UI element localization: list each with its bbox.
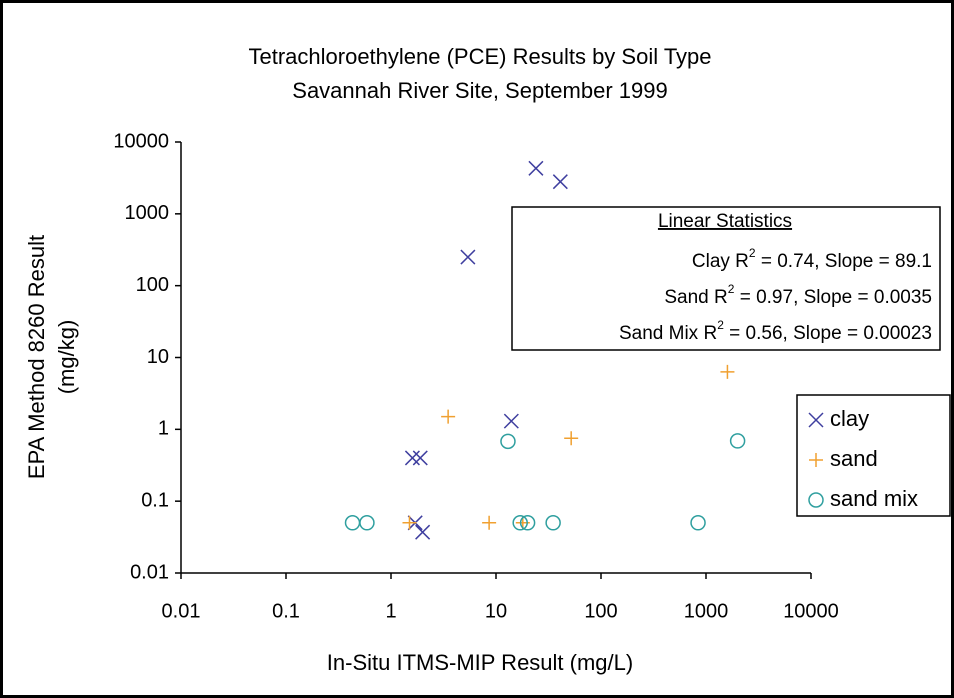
marker-circle xyxy=(729,433,746,449)
legend-label: sand xyxy=(830,446,878,471)
legend-label: clay xyxy=(830,406,869,431)
marker-x xyxy=(552,174,568,190)
y-tick-label: 100 xyxy=(136,274,169,296)
y-tick-label: 10000 xyxy=(113,130,169,152)
annotation-line: Clay R2 = 0.74, Slope = 89.1 xyxy=(692,246,932,272)
marker-circle xyxy=(359,515,375,531)
chart-subtitle: Savannah River Site, September 1999 xyxy=(292,78,667,103)
marker-plus xyxy=(720,364,735,379)
x-tick-label: 10000 xyxy=(783,600,839,622)
marker-circle xyxy=(545,515,561,531)
annotation-text: = 0.97, Slope = 0.0035 xyxy=(734,287,932,308)
legend-label: sand mix xyxy=(830,486,918,511)
x-tick-label: 0.1 xyxy=(272,600,300,622)
x-tick-label: 100 xyxy=(584,600,617,622)
x-axis-label: In-Situ ITMS-MIP Result (mg/L) xyxy=(327,650,633,675)
legend-marker xyxy=(809,453,823,467)
x-tick-label: 1 xyxy=(385,600,396,622)
marker-circle xyxy=(512,515,528,531)
annotation-label: Clay R xyxy=(692,251,749,272)
marker-x xyxy=(528,160,544,176)
y-axis-label: EPA Method 8260 Result xyxy=(24,235,49,479)
marker-x xyxy=(404,450,420,466)
y-axis-label: (mg/kg) xyxy=(54,320,79,395)
marker-x xyxy=(415,524,431,540)
annotation-sup: 2 xyxy=(728,282,735,296)
annotation-label: Sand Mix R xyxy=(619,323,717,344)
marker-plus xyxy=(441,409,456,424)
x-tick-label: 1000 xyxy=(684,600,729,622)
y-tick-label: 1 xyxy=(158,418,169,440)
marker-plus xyxy=(402,515,417,530)
marker-circle xyxy=(690,515,706,531)
marker-circle xyxy=(519,515,536,531)
legend-marker xyxy=(808,492,824,508)
annotation-heading: Linear Statistics xyxy=(658,211,792,232)
x-tick-label: 0.01 xyxy=(162,600,201,622)
annotation-sup: 2 xyxy=(749,246,756,260)
x-tick-label: 10 xyxy=(485,600,507,622)
y-tick-label: 0.01 xyxy=(130,561,169,583)
legend-marker xyxy=(808,412,824,428)
y-tick-label: 0.1 xyxy=(141,489,169,511)
annotation-box xyxy=(511,206,941,351)
marker-plus xyxy=(564,431,579,446)
marker-circle xyxy=(500,433,516,450)
marker-x xyxy=(460,249,476,265)
chart-title: Tetrachloroethylene (PCE) Results by Soi… xyxy=(248,44,711,69)
marker-x xyxy=(503,413,519,429)
marker-x xyxy=(412,450,428,466)
annotation-sup: 2 xyxy=(717,318,724,332)
annotation-label: Sand R xyxy=(664,287,727,308)
y-tick-label: 1000 xyxy=(125,202,170,224)
annotation-text: = 0.56, Slope = 0.00023 xyxy=(724,323,932,344)
y-tick-label: 10 xyxy=(147,346,169,368)
annotation-line: Sand Mix R2 = 0.56, Slope = 0.00023 xyxy=(619,318,932,344)
annotation-text: = 0.74, Slope = 89.1 xyxy=(756,251,932,272)
annotation-line: Sand R2 = 0.97, Slope = 0.0035 xyxy=(664,282,932,308)
marker-plus xyxy=(482,515,497,530)
